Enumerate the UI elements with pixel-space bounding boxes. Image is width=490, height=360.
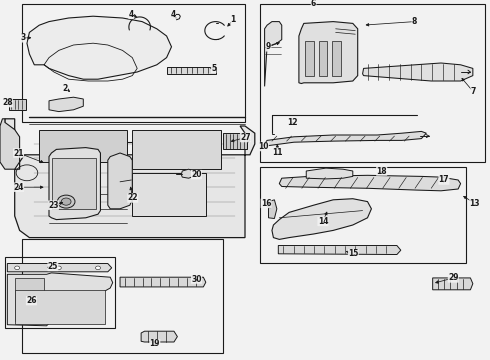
Circle shape bbox=[57, 195, 75, 208]
Bar bbox=[44, 142, 186, 227]
Bar bbox=[132, 130, 220, 169]
Text: 18: 18 bbox=[376, 166, 387, 175]
Polygon shape bbox=[223, 133, 247, 149]
Text: 13: 13 bbox=[469, 199, 480, 208]
Bar bbox=[39, 130, 127, 162]
Polygon shape bbox=[269, 200, 277, 219]
Circle shape bbox=[15, 266, 20, 270]
Bar bbox=[332, 41, 341, 76]
Polygon shape bbox=[306, 168, 353, 179]
Bar bbox=[5, 257, 115, 328]
Text: 21: 21 bbox=[13, 149, 24, 158]
Bar bbox=[15, 278, 44, 321]
Polygon shape bbox=[141, 331, 177, 342]
Text: 12: 12 bbox=[287, 118, 298, 127]
Polygon shape bbox=[7, 264, 112, 272]
Text: 25: 25 bbox=[48, 262, 58, 271]
Text: 26: 26 bbox=[26, 296, 37, 305]
Polygon shape bbox=[5, 119, 255, 238]
Polygon shape bbox=[108, 153, 132, 209]
Bar bbox=[9, 99, 26, 110]
Polygon shape bbox=[0, 119, 20, 169]
Polygon shape bbox=[279, 175, 461, 191]
Text: 24: 24 bbox=[13, 183, 24, 192]
Text: 9: 9 bbox=[266, 42, 271, 51]
Text: 28: 28 bbox=[2, 98, 13, 107]
Polygon shape bbox=[433, 278, 473, 290]
Polygon shape bbox=[278, 246, 401, 255]
Polygon shape bbox=[120, 277, 206, 287]
Polygon shape bbox=[7, 273, 113, 326]
Text: 4: 4 bbox=[129, 10, 134, 19]
Polygon shape bbox=[181, 169, 194, 178]
Bar bbox=[52, 158, 96, 209]
Text: 14: 14 bbox=[318, 217, 328, 226]
Circle shape bbox=[56, 266, 61, 270]
Text: 2: 2 bbox=[63, 84, 68, 93]
Text: 27: 27 bbox=[240, 133, 251, 142]
Text: 20: 20 bbox=[191, 170, 202, 179]
Bar bbox=[15, 290, 105, 324]
Text: 7: 7 bbox=[471, 87, 476, 96]
Text: 29: 29 bbox=[448, 274, 459, 282]
Text: 6: 6 bbox=[311, 0, 316, 8]
Polygon shape bbox=[363, 63, 473, 81]
Text: 30: 30 bbox=[191, 274, 202, 284]
Polygon shape bbox=[49, 148, 100, 220]
Bar bbox=[132, 173, 206, 216]
Bar bbox=[305, 41, 314, 76]
Text: 8: 8 bbox=[412, 17, 417, 26]
Bar bbox=[260, 167, 465, 263]
Text: 22: 22 bbox=[127, 194, 138, 202]
Text: 17: 17 bbox=[439, 175, 449, 184]
Text: 16: 16 bbox=[261, 199, 271, 208]
Circle shape bbox=[61, 198, 71, 205]
Bar bbox=[318, 41, 327, 76]
Text: 1: 1 bbox=[231, 15, 236, 24]
Polygon shape bbox=[265, 22, 282, 86]
Text: 3: 3 bbox=[21, 33, 26, 42]
Polygon shape bbox=[49, 97, 83, 112]
Polygon shape bbox=[299, 22, 358, 84]
Text: 23: 23 bbox=[48, 201, 59, 210]
Circle shape bbox=[96, 266, 100, 270]
Bar bbox=[260, 4, 485, 162]
Polygon shape bbox=[265, 131, 426, 146]
Polygon shape bbox=[27, 16, 171, 79]
Text: 4: 4 bbox=[171, 10, 175, 19]
Text: 5: 5 bbox=[211, 64, 216, 73]
Polygon shape bbox=[167, 67, 216, 74]
Bar bbox=[22, 4, 245, 122]
Text: 19: 19 bbox=[149, 339, 160, 348]
Text: 11: 11 bbox=[272, 148, 283, 157]
Polygon shape bbox=[272, 199, 371, 239]
Text: 10: 10 bbox=[258, 142, 269, 151]
Bar bbox=[22, 239, 223, 353]
Text: 15: 15 bbox=[348, 249, 359, 258]
